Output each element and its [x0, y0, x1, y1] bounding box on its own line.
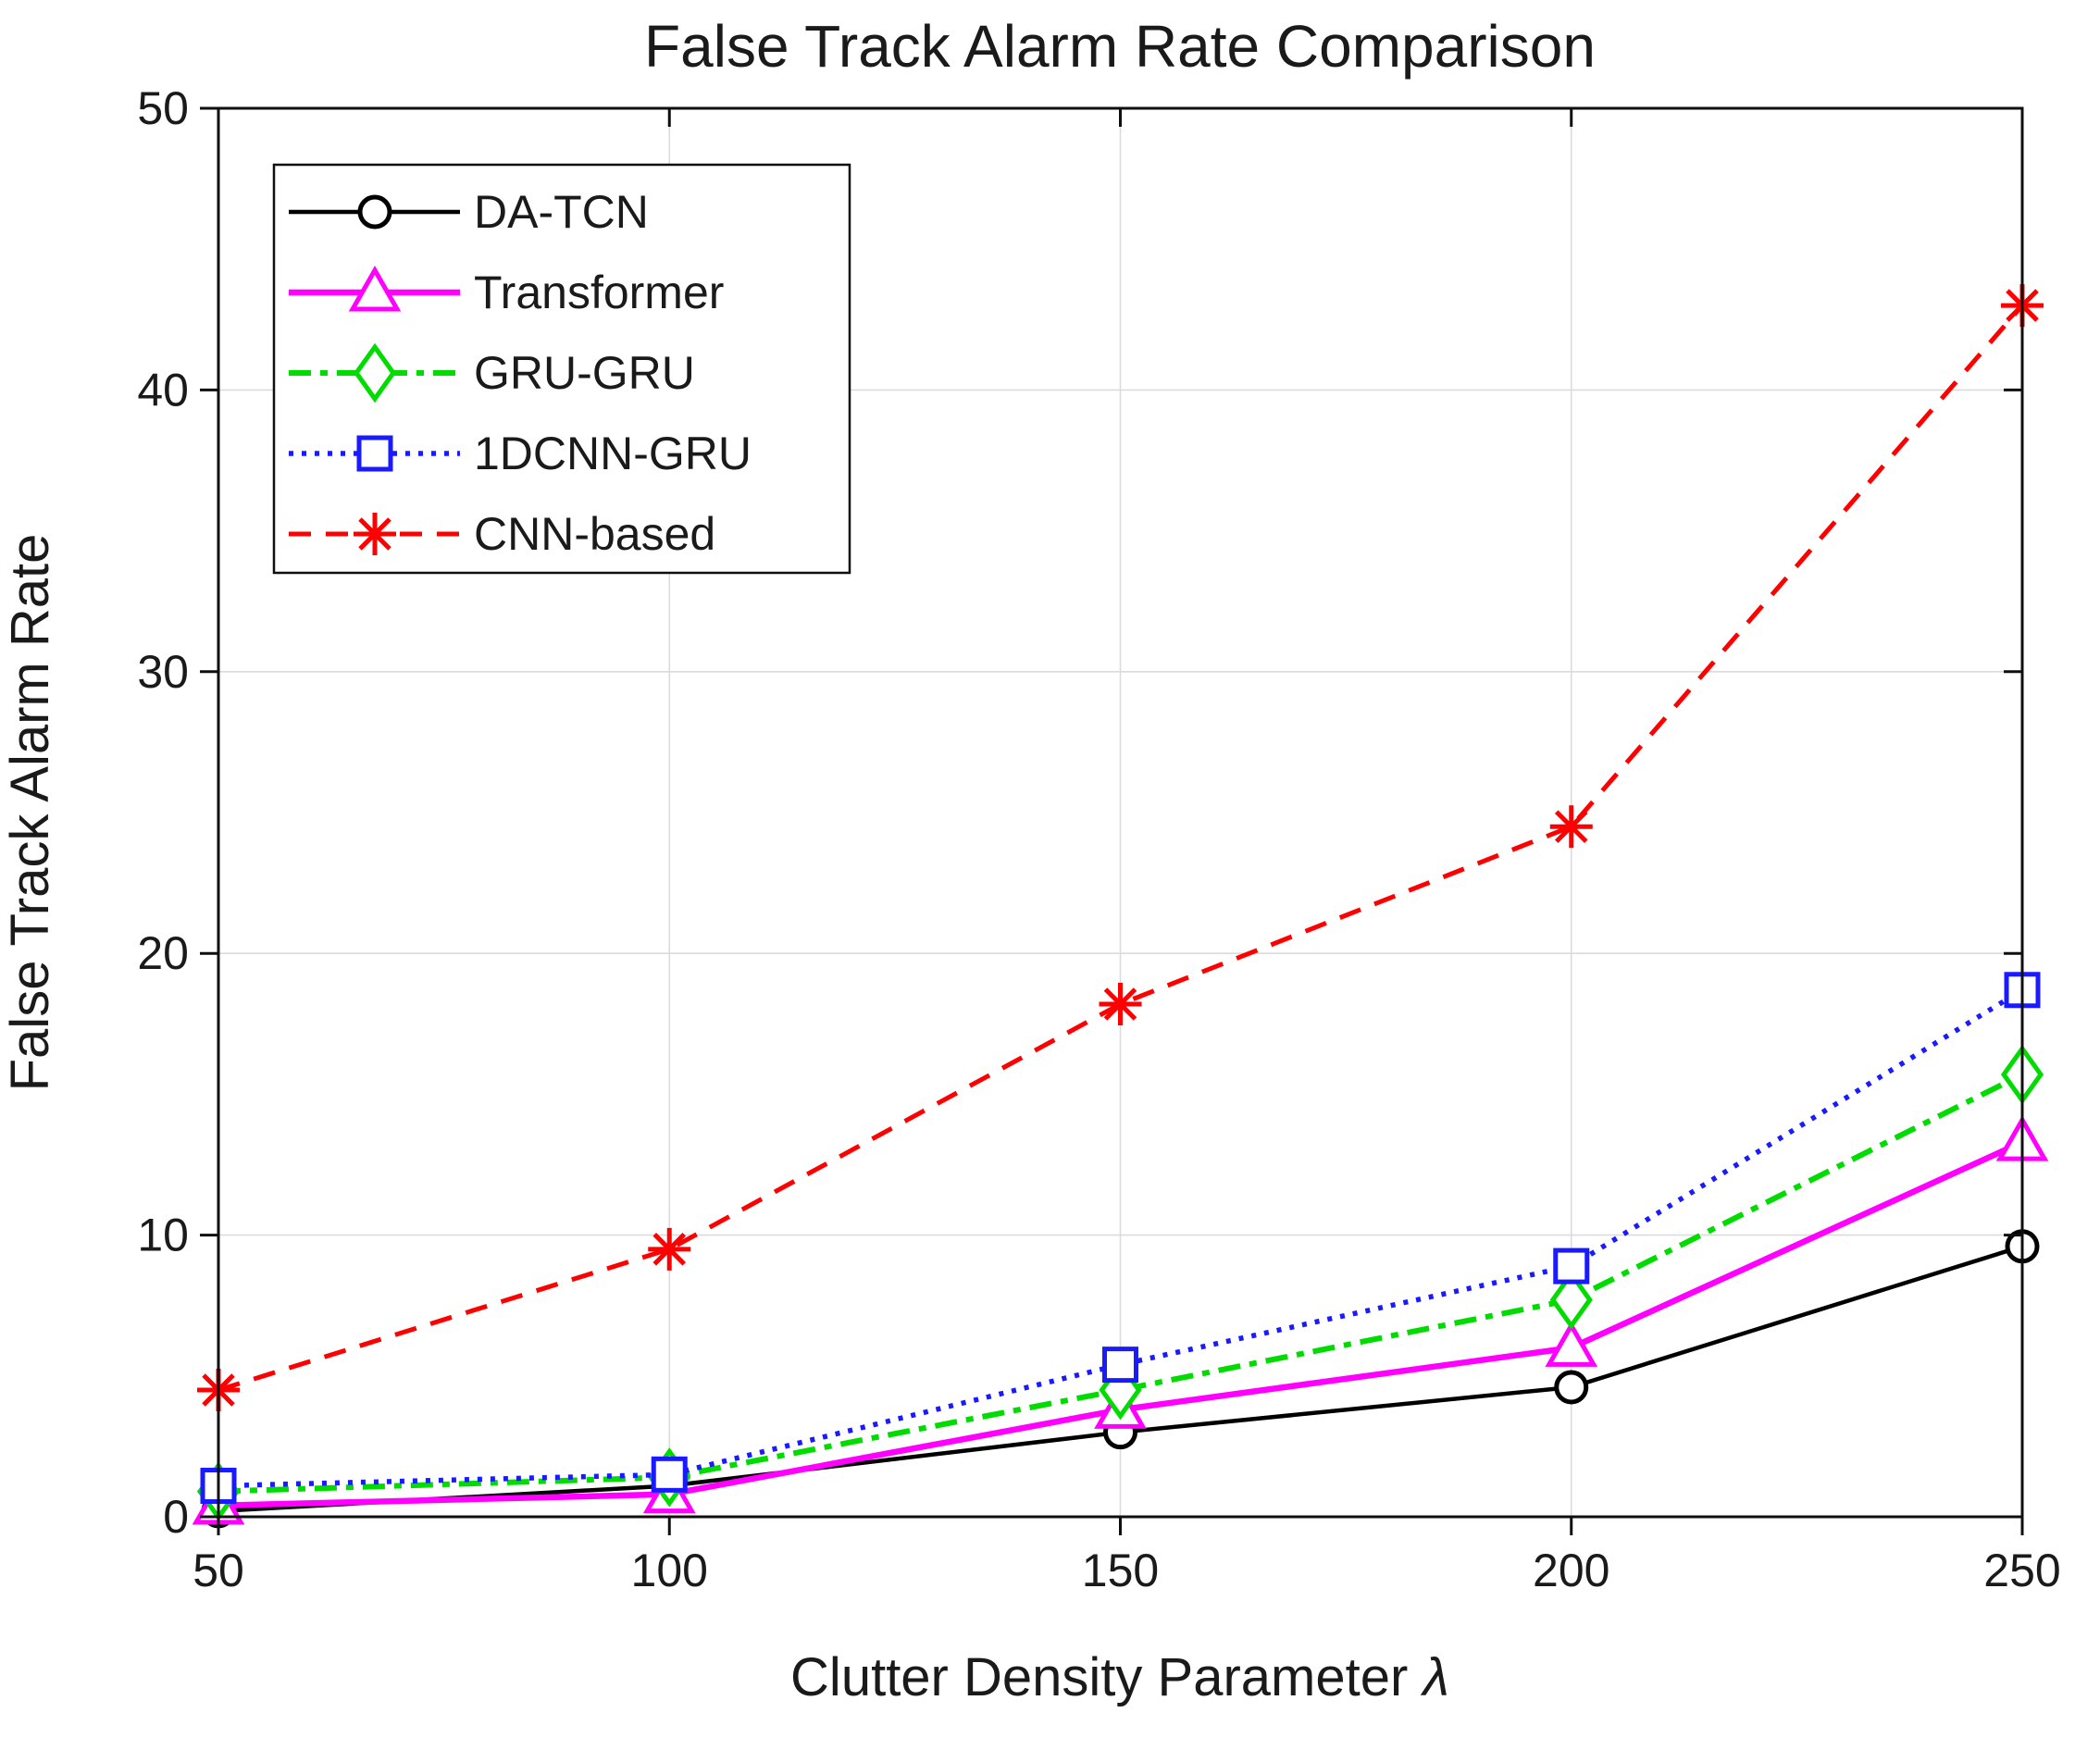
x-tick-label: 50	[193, 1545, 244, 1596]
x-axis-label: Clutter Density Parameter λ	[790, 1647, 1449, 1707]
diamond-marker	[1549, 1270, 1593, 1330]
legend-label: 1DCNN-GRU	[474, 428, 752, 479]
legend-entry-da-tcn: DA-TCN	[289, 186, 649, 238]
legend-square-marker	[356, 435, 393, 472]
chart-title: False Track Alarm Rate Comparison	[644, 13, 1596, 80]
x-axis-label-symbol: λ	[1420, 1647, 1449, 1707]
asterisk-arm	[652, 1233, 687, 1266]
asterisk-marker	[648, 1227, 691, 1271]
legend-entry-cnn-based: CNN-based	[289, 508, 715, 560]
legend-label: DA-TCN	[474, 186, 649, 238]
tick-labels: 50 100 150 200 250 0 10 20 30 40 50	[137, 82, 2060, 1596]
legend-triangle-marker	[348, 265, 402, 312]
axes	[200, 106, 2024, 1535]
legend-label: GRU-GRU	[474, 347, 695, 399]
y-tick-label: 30	[137, 646, 189, 698]
asterisk-marker	[1549, 805, 1593, 849]
legend-entry-gru-gru: GRU-GRU	[289, 342, 695, 403]
legend-label: Transformer	[474, 267, 724, 318]
asterisk-arm	[1103, 987, 1137, 1021]
square-marker	[1102, 1347, 1138, 1384]
legend-entry-transformer: Transformer	[289, 265, 724, 318]
legend-diamond-marker	[353, 342, 397, 403]
x-tick-label: 100	[631, 1545, 708, 1596]
legend-entry-1dcnn-gru: 1DCNN-GRU	[289, 428, 752, 479]
y-tick-label: 20	[137, 927, 189, 979]
series-line	[217, 1072, 2024, 1495]
legend-asterisk-marker	[354, 513, 396, 555]
asterisk-arm	[1554, 810, 1588, 843]
x-tick-label: 250	[1983, 1545, 2060, 1596]
asterisk-arm	[358, 517, 391, 551]
y-axis-label: False Track Alarm Rate	[0, 534, 60, 1092]
asterisk-marker	[1099, 982, 1142, 1025]
square-marker	[1553, 1247, 1590, 1285]
circle-marker	[1554, 1370, 1589, 1405]
y-tick-label: 10	[137, 1210, 189, 1261]
y-tick-label: 50	[137, 82, 189, 134]
legend: DA-TCN Transformer GRU-GRU 1DCNN-GRU CNN-bas…	[272, 163, 851, 575]
triangle-marker	[1545, 1321, 1598, 1367]
x-tick-label: 200	[1533, 1545, 1609, 1596]
y-tick-label: 40	[137, 364, 189, 416]
y-tick-label: 0	[163, 1491, 189, 1543]
x-axis-label-text: Clutter Density Parameter	[790, 1647, 1423, 1707]
legend-circle-marker	[357, 194, 392, 230]
square-marker	[651, 1456, 688, 1493]
series-line	[217, 304, 2024, 1393]
x-tick-label: 150	[1082, 1545, 1159, 1596]
legend-label: CNN-based	[474, 508, 715, 560]
series-line	[217, 987, 2024, 1489]
